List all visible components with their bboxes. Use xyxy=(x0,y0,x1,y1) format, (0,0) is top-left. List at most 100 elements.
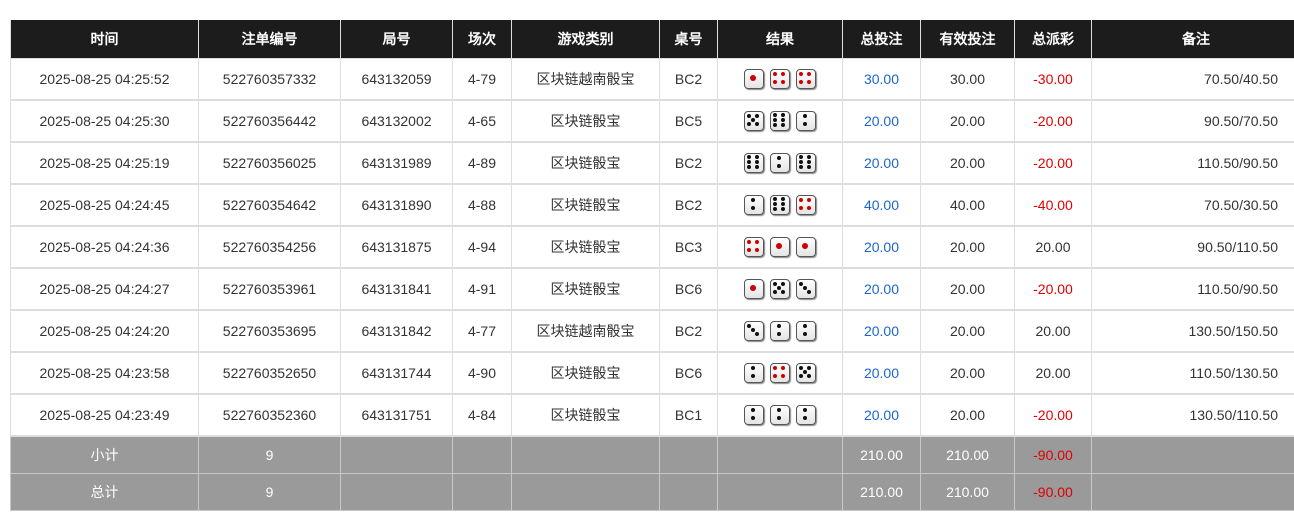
table-cell: BC6 xyxy=(659,351,718,395)
empty-cell xyxy=(452,473,512,511)
dice-6-icon xyxy=(796,153,816,173)
round-cell: 643131841 xyxy=(340,267,453,311)
valid-bet-cell: 20.00 xyxy=(920,393,1015,437)
pip xyxy=(776,243,782,249)
note-cell: 70.50/30.50 xyxy=(1091,183,1294,227)
subtotal-row: 小计 9 210.00 210.00 -90.00 xyxy=(10,435,1294,474)
pip xyxy=(803,121,807,126)
valid-bet-cell: 20.00 xyxy=(920,141,1015,185)
round-cell: 643131751 xyxy=(340,393,453,437)
note-cell: 110.50/90.50 xyxy=(1091,141,1294,185)
payout-cell: -20.00 xyxy=(1014,99,1092,143)
bet-id-cell: 522760354642 xyxy=(198,183,341,227)
dice-2-icon xyxy=(744,363,764,383)
dice-result xyxy=(744,363,816,383)
pip xyxy=(780,79,785,84)
pip xyxy=(751,328,755,332)
pip xyxy=(803,408,807,413)
pip xyxy=(747,324,752,329)
time-cell: 2025-08-25 04:23:58 xyxy=(10,351,199,395)
empty-cell xyxy=(511,435,660,474)
pip xyxy=(803,415,807,420)
total-label: 总计 xyxy=(10,473,199,511)
bet-id-cell: 522760352650 xyxy=(198,351,341,395)
dice-2-icon xyxy=(796,111,816,131)
pip xyxy=(751,198,755,203)
dice-3-icon xyxy=(744,321,764,341)
column-header: 场次 xyxy=(452,20,512,59)
pip xyxy=(754,331,759,336)
total-bet-cell: 20.00 xyxy=(842,225,921,269)
time-cell: 2025-08-25 04:24:36 xyxy=(10,225,199,269)
dice-4-icon xyxy=(796,195,816,215)
game-type-cell: 区块链越南骰宝 xyxy=(511,309,660,353)
pip xyxy=(751,373,755,378)
pip xyxy=(780,118,785,122)
empty-cell xyxy=(452,435,512,474)
round-cell: 643131890 xyxy=(340,183,453,227)
total-bet-cell: 40.00 xyxy=(842,183,921,227)
pip xyxy=(777,324,781,329)
dice-1-icon xyxy=(744,279,764,299)
column-header: 结果 xyxy=(717,20,843,59)
table-cell: BC2 xyxy=(659,309,718,353)
pip xyxy=(806,366,811,371)
dice-4-icon xyxy=(770,69,790,89)
table-row: 2025-08-25 04:25:30 522760356442 643132002… xyxy=(10,99,1294,143)
column-header: 时间 xyxy=(10,20,199,59)
table-row: 2025-08-25 04:25:19 522760356025 643131989… xyxy=(10,141,1294,185)
pip xyxy=(747,247,752,252)
pip xyxy=(751,366,755,371)
valid-bet-cell: 30.00 xyxy=(920,58,1015,101)
game-type-cell: 区块链骰宝 xyxy=(511,225,660,269)
payout-cell: 20.00 xyxy=(1014,309,1092,353)
result-cell xyxy=(717,58,843,101)
session-cell: 4-91 xyxy=(452,267,512,311)
dice-1-icon xyxy=(744,69,764,89)
pip xyxy=(803,114,807,119)
dice-2-icon xyxy=(744,405,764,425)
empty-cell xyxy=(1091,473,1294,511)
pip xyxy=(773,207,778,212)
pip xyxy=(806,198,811,203)
result-cell xyxy=(717,393,843,437)
column-header: 游戏类别 xyxy=(511,20,660,59)
pip xyxy=(773,373,778,378)
game-type-cell: 区块链骰宝 xyxy=(511,183,660,227)
pip xyxy=(780,202,785,206)
total-bet-cell: 20.00 xyxy=(842,351,921,395)
column-header: 总投注 xyxy=(842,20,921,59)
session-cell: 4-79 xyxy=(452,58,512,101)
pip xyxy=(773,196,778,201)
pip xyxy=(773,366,778,371)
subtotal-payout: -90.00 xyxy=(1014,435,1092,474)
total-total-bet: 210.00 xyxy=(842,473,921,511)
pip xyxy=(754,240,759,245)
pip xyxy=(799,165,804,170)
pip xyxy=(751,408,755,413)
session-cell: 4-65 xyxy=(452,99,512,143)
pip xyxy=(773,202,778,206)
pip xyxy=(806,160,811,164)
dice-2-icon xyxy=(770,153,790,173)
empty-cell xyxy=(717,435,843,474)
empty-cell xyxy=(659,435,718,474)
pip xyxy=(754,154,759,159)
result-cell xyxy=(717,351,843,395)
total-bet-cell: 30.00 xyxy=(842,58,921,101)
bet-records-table: 时间 注单编号 局号 场次 游戏类别 桌号 结果 总投注 有效投注 总派彩 备注 2025-08-2… xyxy=(10,20,1294,511)
game-type-cell: 区块链骰宝 xyxy=(511,99,660,143)
valid-bet-cell: 40.00 xyxy=(920,183,1015,227)
column-header: 总派彩 xyxy=(1014,20,1092,59)
pip xyxy=(799,72,804,77)
pip xyxy=(747,240,752,245)
pip xyxy=(803,324,807,329)
pip xyxy=(777,415,781,420)
pip xyxy=(747,165,752,170)
time-cell: 2025-08-25 04:24:27 xyxy=(10,267,199,311)
time-cell: 2025-08-25 04:25:19 xyxy=(10,141,199,185)
pip xyxy=(747,160,752,164)
pip xyxy=(780,207,785,212)
total-bet-cell: 20.00 xyxy=(842,267,921,311)
pip xyxy=(780,282,785,287)
